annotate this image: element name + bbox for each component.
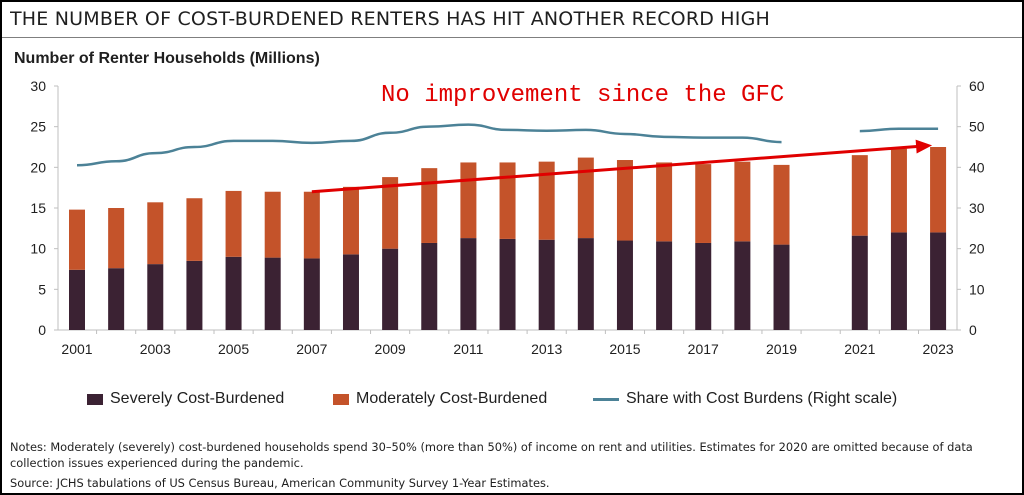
legend-label-share: Share with Cost Burdens (Right scale) (626, 390, 898, 407)
bar-severe-2017 (695, 242, 712, 330)
y-tick-label: 5 (38, 281, 46, 297)
y-tick-label: 30 (30, 78, 46, 94)
y2-tick-label: 50 (969, 119, 985, 135)
bar-moderate-2007 (303, 191, 320, 259)
bar-severe-2023 (930, 232, 947, 330)
share-line-segment-1 (76, 123, 782, 167)
x-tick-label: 2003 (140, 341, 171, 357)
legend-swatch-severe (87, 393, 103, 405)
trend-arrow (311, 139, 933, 194)
share-line (76, 123, 939, 167)
x-tick-label: 2017 (688, 341, 719, 357)
bar-severe-2008 (342, 254, 359, 330)
bar-moderate-2003 (147, 202, 164, 265)
y2-tick-label: 0 (969, 322, 977, 338)
bar-moderate-2015 (616, 160, 633, 241)
bar-severe-2013 (538, 239, 555, 330)
bars (69, 147, 947, 330)
y2-tick-label: 30 (969, 200, 985, 216)
chart-title: THE NUMBER OF COST-BURDENED RENTERS HAS … (10, 8, 771, 30)
bar-moderate-2008 (342, 186, 359, 255)
legend: Severely Cost-Burdened Moderately Cost-B… (87, 390, 987, 412)
title-divider (2, 37, 1022, 38)
share-line-segment-2 (859, 127, 939, 133)
bar-moderate-2013 (538, 161, 555, 240)
bar-severe-2007 (303, 258, 320, 330)
bar-moderate-2016 (656, 162, 673, 242)
bar-moderate-2011 (460, 162, 477, 239)
legend-item-moderate: Moderately Cost-Burdened (333, 390, 547, 408)
legend-swatch-share (593, 397, 619, 401)
bar-severe-2022 (890, 232, 907, 330)
trend-arrow-head (915, 139, 933, 154)
y-tick-label: 10 (30, 241, 46, 257)
bar-severe-2004 (186, 260, 203, 330)
x-tick-label: 2013 (531, 341, 562, 357)
y2-tick-label: 60 (969, 78, 985, 94)
bar-moderate-2014 (577, 157, 594, 239)
chart-notes: Notes: Moderately (severely) cost-burden… (10, 440, 973, 470)
y2-tick-label: 20 (969, 241, 985, 257)
bar-moderate-2002 (108, 208, 125, 269)
legend-item-severe: Severely Cost-Burdened (87, 390, 284, 408)
bar-severe-2011 (460, 238, 477, 330)
y-tick-label: 15 (30, 200, 46, 216)
bar-moderate-2012 (499, 162, 516, 239)
legend-label-moderate: Moderately Cost-Burdened (356, 390, 548, 407)
bar-moderate-2006 (264, 191, 281, 258)
bar-moderate-2004 (186, 198, 203, 261)
bar-severe-2014 (577, 238, 594, 330)
bar-severe-2006 (264, 257, 281, 330)
bar-moderate-2001 (69, 209, 85, 270)
bar-moderate-2021 (851, 155, 868, 236)
trend-arrow-shaft (311, 144, 921, 194)
bar-severe-2012 (499, 238, 516, 330)
y-axis-label: Number of Renter Households (Millions) (14, 50, 320, 67)
x-tick-label: 2011 (453, 341, 483, 357)
bar-severe-2016 (656, 241, 673, 330)
bar-moderate-2009 (382, 177, 399, 249)
legend-swatch-moderate (333, 393, 349, 405)
bar-severe-2005 (225, 256, 242, 330)
y-tick-label: 0 (38, 322, 46, 338)
bar-moderate-2005 (225, 190, 242, 257)
bar-moderate-2023 (930, 147, 947, 233)
y2-tick-label: 10 (969, 281, 985, 297)
bar-severe-2019 (773, 244, 790, 330)
bar-moderate-2019 (773, 164, 790, 245)
axes: 0 5 10 15 20 25 30 0 10 20 30 40 50 60 2001 2003 2005 200… (30, 78, 984, 357)
y-tick-label: 20 (30, 159, 46, 175)
x-tick-label: 2015 (609, 341, 640, 357)
bar-moderate-2022 (890, 148, 907, 233)
x-tick-label: 2019 (766, 341, 797, 357)
bar-severe-2015 (616, 240, 633, 330)
x-tick-label: 2021 (844, 341, 875, 357)
bar-moderate-2017 (695, 164, 712, 243)
bar-moderate-2010 (421, 168, 438, 243)
annotation-text: No improvement since the GFC (381, 82, 785, 109)
y2-tick-label: 40 (969, 159, 985, 175)
x-tick-label: 2007 (296, 341, 327, 357)
legend-label-severe: Severely Cost-Burdened (110, 390, 285, 407)
chart-plot: 0 5 10 15 20 25 30 0 10 20 30 40 50 60 2001 2003 2005 200… (30, 78, 984, 357)
bar-severe-2009 (382, 248, 399, 330)
x-tick-label: 2009 (375, 341, 406, 357)
bar-severe-2010 (421, 242, 438, 330)
bar-severe-2021 (851, 235, 868, 330)
y-tick-label: 25 (30, 119, 46, 135)
bar-severe-2001 (69, 269, 85, 330)
bar-moderate-2018 (734, 161, 751, 242)
bar-severe-2003 (147, 264, 164, 330)
x-tick-label: 2001 (61, 341, 92, 357)
chart-source: Source: JCHS tabulations of US Census Bu… (10, 476, 550, 490)
x-tick-label: 2005 (218, 341, 249, 357)
bar-severe-2018 (734, 241, 751, 330)
x-tick-label: 2023 (923, 341, 954, 357)
bar-severe-2002 (108, 268, 125, 330)
legend-item-share: Share with Cost Burdens (Right scale) (593, 390, 897, 408)
